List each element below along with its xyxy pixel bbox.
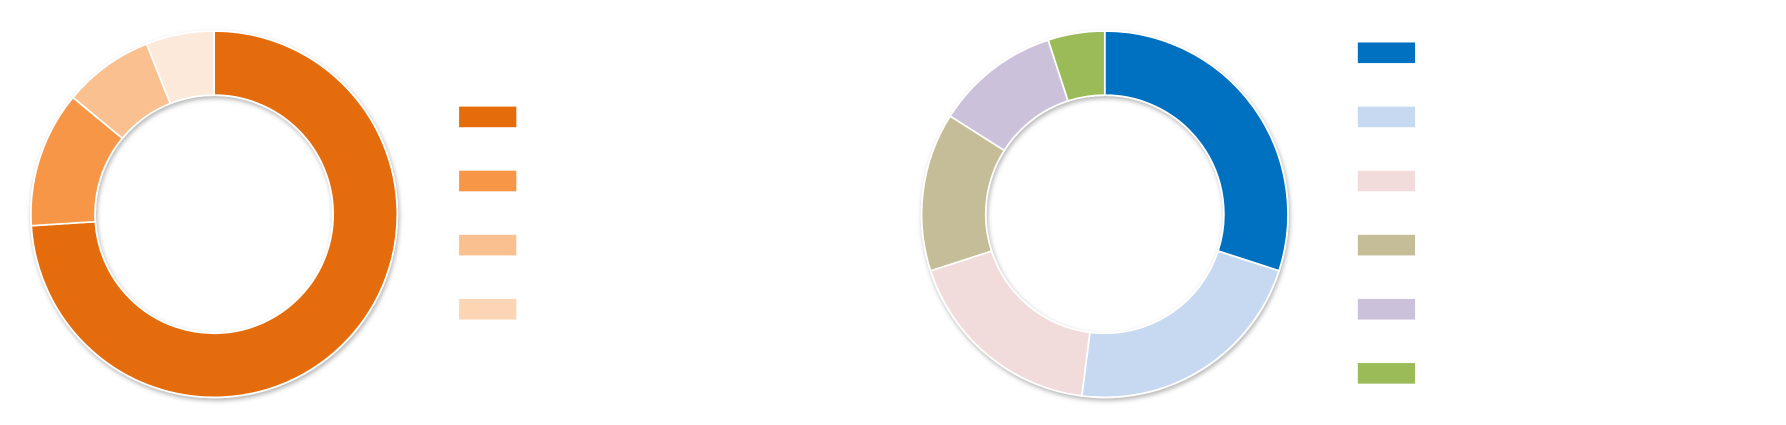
- legend-swatch: [1357, 234, 1416, 256]
- legend-swatch: [459, 234, 517, 256]
- donut-segment: [1047, 30, 1106, 103]
- legend-swatch: [1357, 298, 1416, 320]
- donut-segment: [1103, 30, 1289, 272]
- legend-swatch: [459, 106, 517, 128]
- donut-segment: [30, 30, 399, 399]
- donut-segment: [145, 30, 215, 105]
- legend-swatch: [1357, 106, 1416, 128]
- legend-swatch: [1357, 42, 1416, 64]
- legend-swatch: [459, 298, 517, 320]
- donut: [920, 30, 1289, 399]
- legend-swatch: [1357, 170, 1416, 192]
- legend-swatch: [1357, 363, 1416, 384]
- donut-segment: [1080, 249, 1281, 399]
- donut-segment: [929, 249, 1091, 397]
- legend-swatch: [459, 170, 517, 192]
- donut: [30, 30, 399, 399]
